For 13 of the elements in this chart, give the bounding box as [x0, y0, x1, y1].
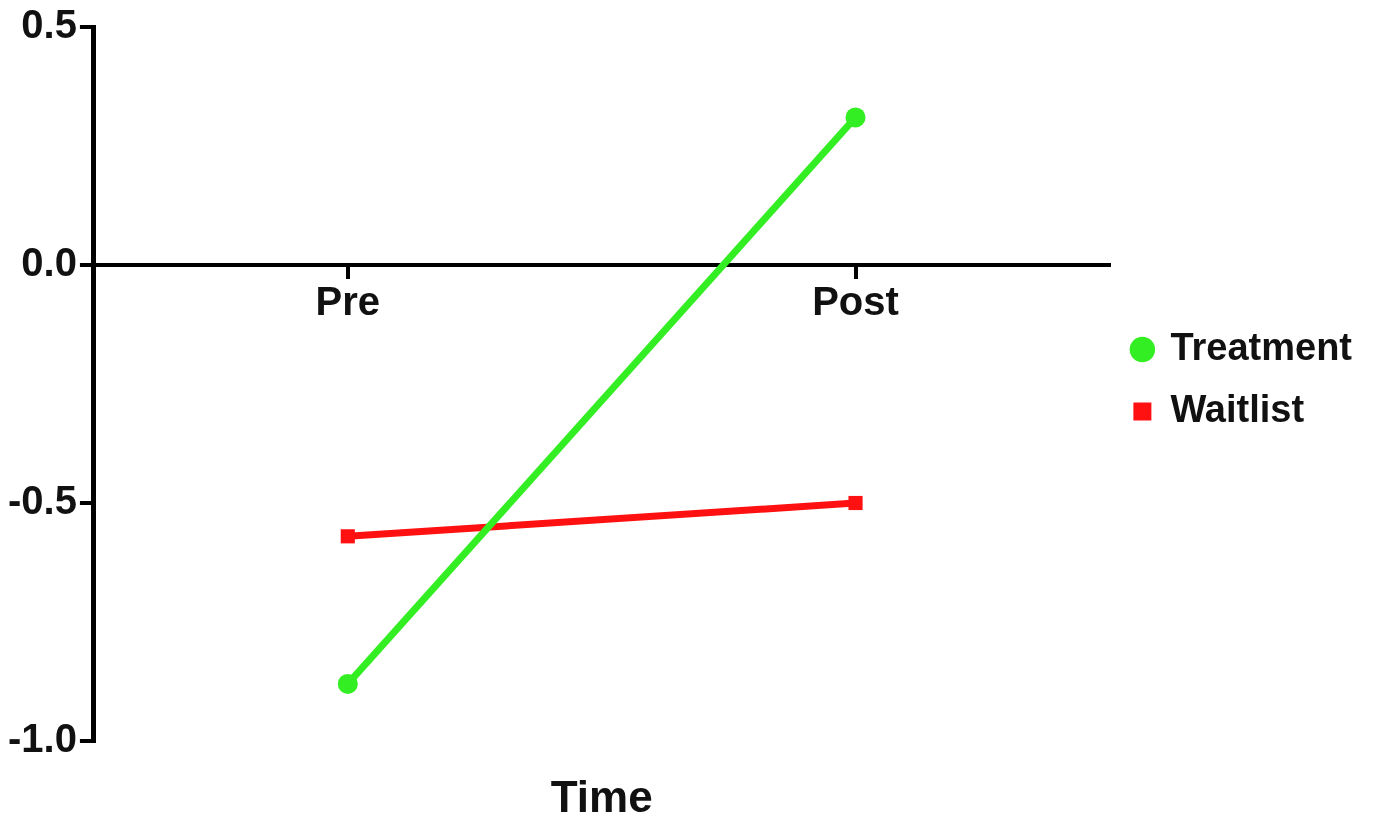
y-tick-label: 0.5 — [21, 2, 77, 47]
x-tick-label: Pre — [315, 279, 381, 324]
legend-label: Waitlist — [1170, 387, 1305, 430]
x-tick-label: Post — [812, 279, 899, 324]
point — [340, 529, 355, 544]
point — [337, 673, 358, 694]
x-axis-title: Time — [550, 772, 653, 822]
point — [845, 107, 866, 128]
point — [848, 495, 863, 511]
y-tick-label: 0.0 — [21, 240, 77, 285]
y-tick-label: -0.5 — [7, 478, 77, 523]
y-tick-label: -1.0 — [7, 716, 77, 761]
legend-label: Treatment — [1170, 325, 1353, 368]
